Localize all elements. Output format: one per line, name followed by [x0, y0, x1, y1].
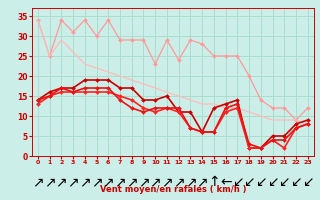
X-axis label: Vent moyen/en rafales ( km/h ): Vent moyen/en rafales ( km/h ): [100, 185, 246, 194]
